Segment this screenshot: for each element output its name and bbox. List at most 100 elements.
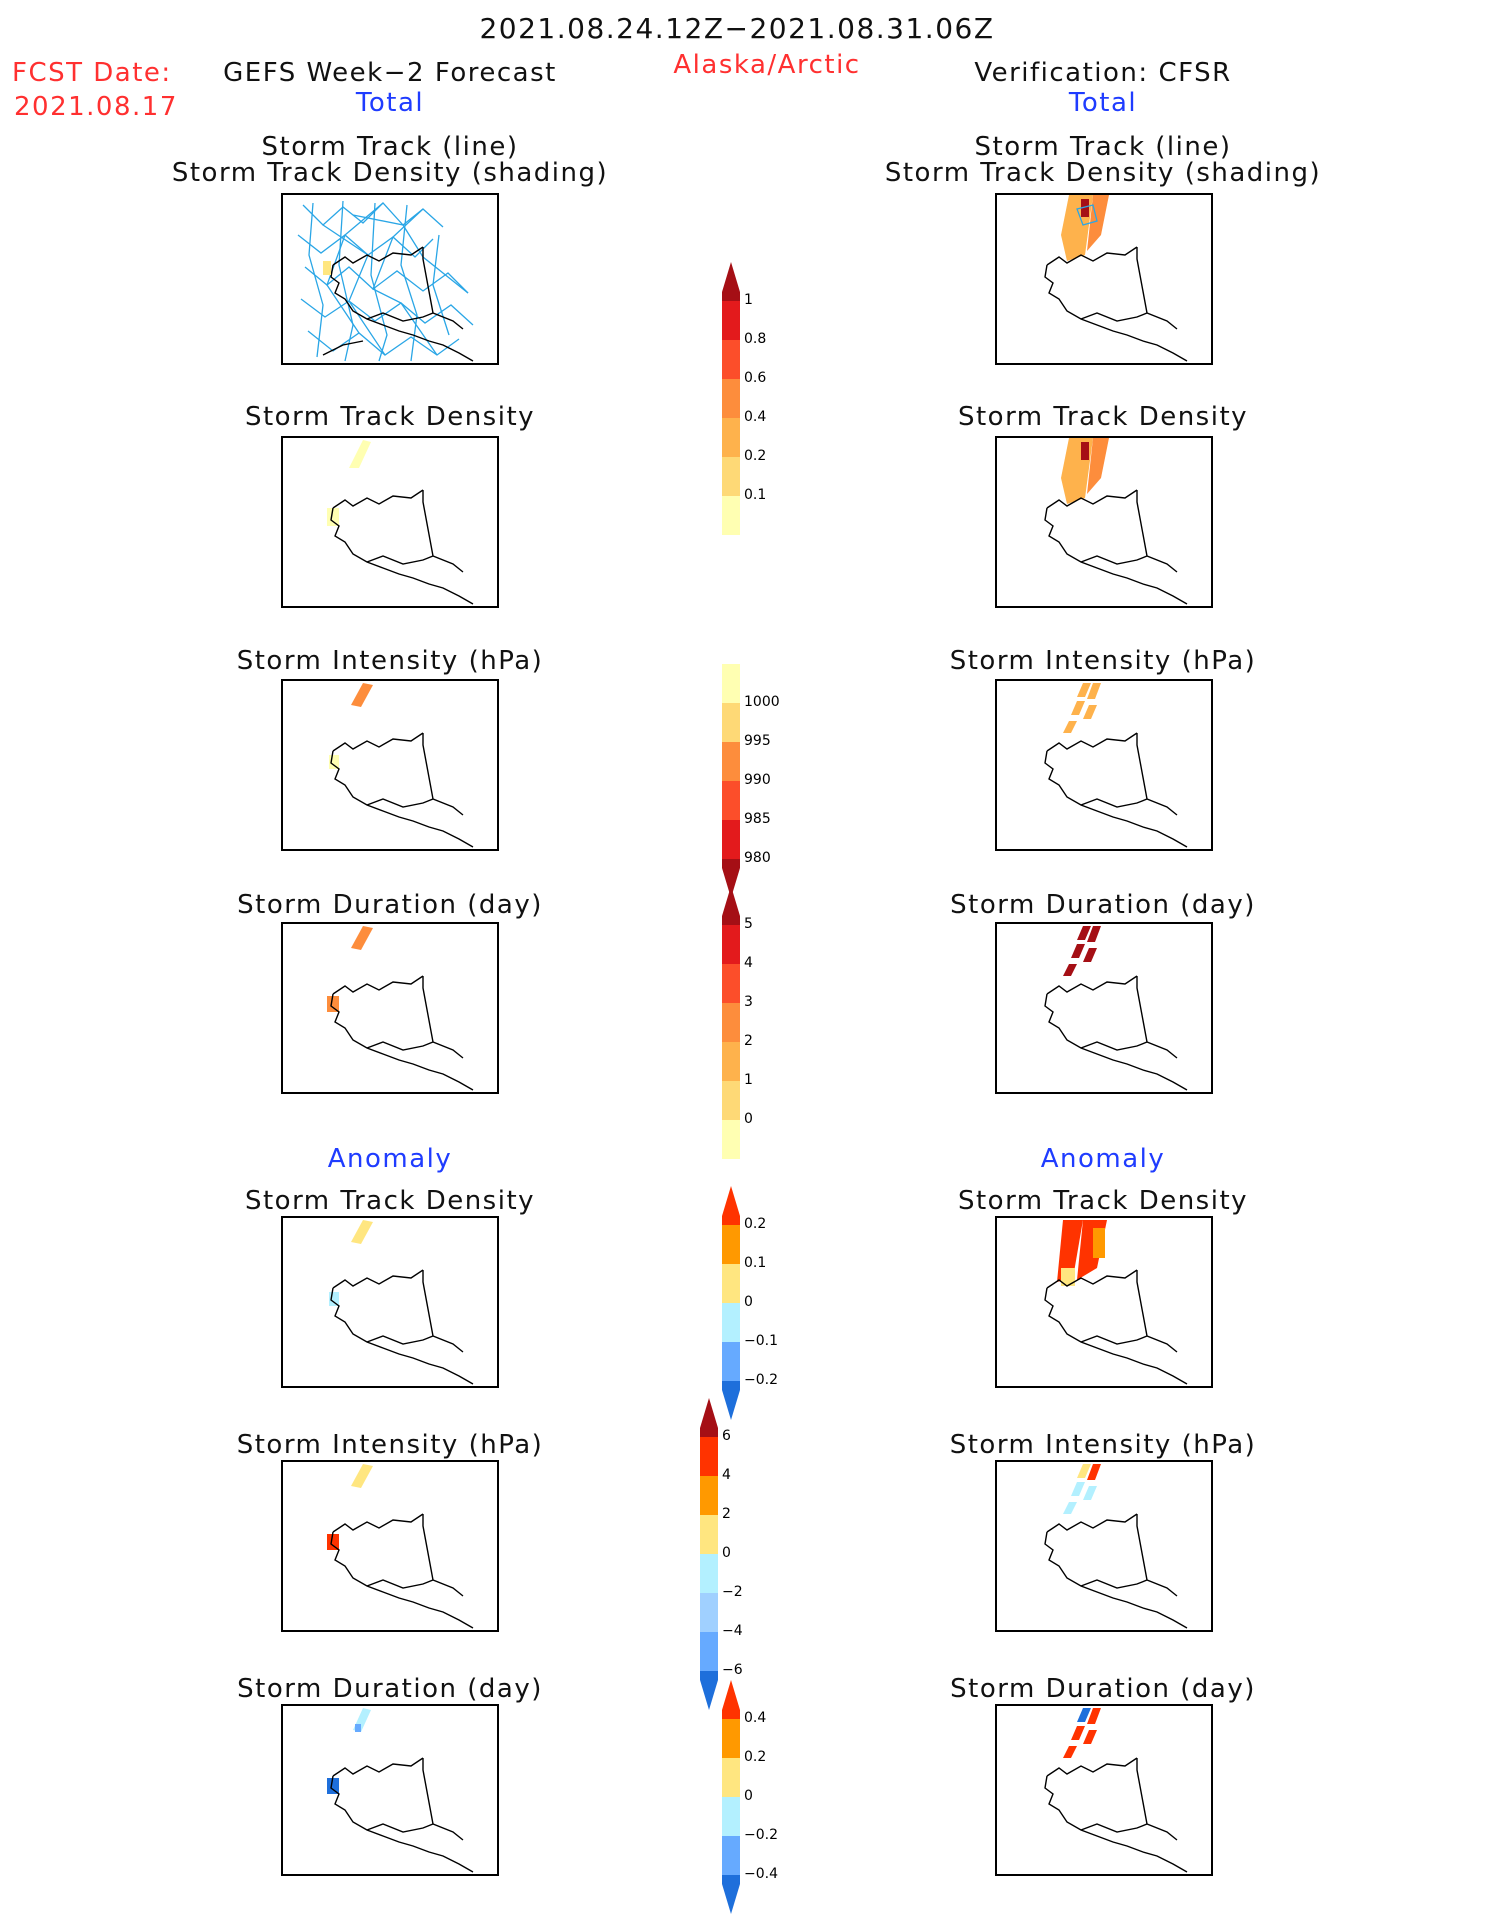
- density_total-swatch: [722, 379, 740, 418]
- intensity_total-tick-label: 995: [744, 733, 771, 749]
- duration_anom-swatch: [722, 1797, 740, 1836]
- density_total-swatch: [722, 457, 740, 496]
- intensity_anom-swatch: [700, 1398, 718, 1437]
- density_anom-swatches: [722, 1186, 740, 1420]
- map-left-density-svg: [327, 440, 474, 605]
- coastline: [330, 1757, 474, 1873]
- intensity_anom-tick-label: −4: [722, 1623, 743, 1639]
- coastline: [330, 489, 474, 605]
- map-right-intensity-svg: [1044, 683, 1188, 848]
- left-anom-duration-title: Storm Duration (day): [237, 1674, 543, 1704]
- duration_anom-swatch: [722, 1758, 740, 1797]
- duration_anom-tick-label: 0.2: [744, 1749, 767, 1765]
- intensity_anom-tick-label: 6: [722, 1428, 731, 1444]
- duration_total-tick-label: 5: [744, 916, 753, 932]
- duration_anom-swatch: [722, 1836, 740, 1875]
- intensity_anom-swatch: [700, 1593, 718, 1632]
- coastline: [330, 1513, 474, 1629]
- duration_total-swatch: [722, 925, 740, 964]
- density_total-swatch: [722, 496, 740, 535]
- anom-duration-bars: [1063, 1708, 1101, 1758]
- intensity-patch-west: [329, 755, 339, 769]
- density_anom-swatch: [722, 1303, 740, 1342]
- duration_total-swatch: [722, 1081, 740, 1120]
- duration_total-swatch: [722, 1042, 740, 1081]
- track-density-peak: [1081, 199, 1089, 217]
- density-patch-west: [327, 508, 339, 526]
- anom-density-band-south: [1061, 1268, 1075, 1286]
- duration_anom-tick-label: −0.2: [744, 1827, 778, 1843]
- region-title: Alaska/Arctic: [673, 50, 861, 80]
- density_total-swatch: [722, 418, 740, 457]
- right-duration-title: Storm Duration (day): [950, 890, 1256, 920]
- anom-density-band-mid: [1093, 1228, 1105, 1258]
- coastline: [1044, 1757, 1188, 1873]
- intensity_anom-swatches: [700, 1398, 718, 1710]
- density_total-tick-label: 0.6: [744, 370, 767, 386]
- duration_anom-swatches: [722, 1680, 740, 1914]
- anom-intensity-patch-west: [327, 1534, 339, 1550]
- map-right-anom-density: [995, 1216, 1213, 1388]
- anom-intensity-bars: [1063, 1464, 1101, 1514]
- right-column-title: Verification: CFSR: [974, 58, 1232, 88]
- duration_total-tick-label: 4: [744, 955, 753, 971]
- map-right-anom-duration: [995, 1704, 1213, 1876]
- anom-density-band-west: [1057, 1220, 1083, 1282]
- map-right-anom-intensity: [995, 1460, 1213, 1632]
- intensity_anom-tick-label: 0: [722, 1545, 731, 1561]
- duration-patch-north: [351, 926, 373, 950]
- coastline: [1044, 246, 1188, 362]
- duration_total-swatch: [722, 1003, 740, 1042]
- duration_anom-swatch: [722, 1680, 740, 1719]
- duration-bars: [1063, 926, 1101, 976]
- intensity_total-tick-label: 990: [744, 772, 771, 788]
- map-right-density-svg: [1044, 438, 1188, 605]
- intensity-patch-north: [351, 683, 373, 707]
- map-right-anom-duration-svg: [1044, 1708, 1188, 1873]
- intensity_anom-tick-label: 2: [722, 1506, 731, 1522]
- density_total-swatch: [722, 262, 740, 301]
- left-track-shading-title: Storm Track Density (shading): [171, 158, 609, 188]
- density_anom-swatch: [722, 1381, 740, 1420]
- right-anom-intensity-title: Storm Intensity (hPa): [949, 1430, 1257, 1460]
- intensity_anom-swatch: [700, 1515, 718, 1554]
- left-duration-title: Storm Duration (day): [237, 890, 543, 920]
- intensity_total-swatch: [722, 781, 740, 820]
- intensity_total-swatch: [722, 859, 740, 898]
- map-left-duration-svg: [327, 926, 474, 1091]
- intensity_anom-tick-label: −6: [722, 1662, 743, 1678]
- map-right-density: [995, 436, 1213, 608]
- map-left-anom-duration-svg: [327, 1708, 474, 1873]
- left-anomaly-label: Anomaly: [327, 1144, 453, 1174]
- right-anom-duration-title: Storm Duration (day): [950, 1674, 1256, 1704]
- coastline: [322, 246, 474, 362]
- map-right-track-svg: [1044, 195, 1188, 362]
- map-left-anom-density: [281, 1216, 499, 1388]
- intensity_anom-tick-label: 4: [722, 1467, 731, 1483]
- coastline: [1044, 489, 1188, 605]
- coastline: [1044, 1269, 1188, 1385]
- density-patch-north: [349, 440, 371, 468]
- map-left-duration: [281, 922, 499, 1094]
- density_total-tick-label: 1: [744, 292, 753, 308]
- left-anom-intensity-title: Storm Intensity (hPa): [236, 1430, 544, 1460]
- storm-track-lines: [297, 200, 474, 362]
- intensity_anom-swatch: [700, 1671, 718, 1710]
- duration_total-tick-label: 3: [744, 994, 753, 1010]
- left-intensity-title: Storm Intensity (hPa): [236, 646, 544, 676]
- map-right-anom-intensity-svg: [1044, 1464, 1188, 1629]
- map-left-anom-intensity-svg: [327, 1464, 474, 1629]
- density_anom-tick-label: 0.2: [744, 1216, 767, 1232]
- intensity_total-tick-label: 980: [744, 850, 771, 866]
- density-peak: [1081, 442, 1089, 460]
- map-right-duration: [995, 922, 1213, 1094]
- right-track-shading-title: Storm Track Density (shading): [884, 158, 1322, 188]
- density_anom-swatch: [722, 1186, 740, 1225]
- intensity-bars: [1063, 683, 1101, 733]
- intensity_anom-swatch: [700, 1554, 718, 1593]
- duration_anom-tick-label: 0: [744, 1788, 753, 1804]
- duration_anom-tick-label: −0.4: [744, 1866, 778, 1882]
- density_anom-swatch: [722, 1225, 740, 1264]
- density-patch: [323, 261, 331, 275]
- right-intensity-title: Storm Intensity (hPa): [949, 646, 1257, 676]
